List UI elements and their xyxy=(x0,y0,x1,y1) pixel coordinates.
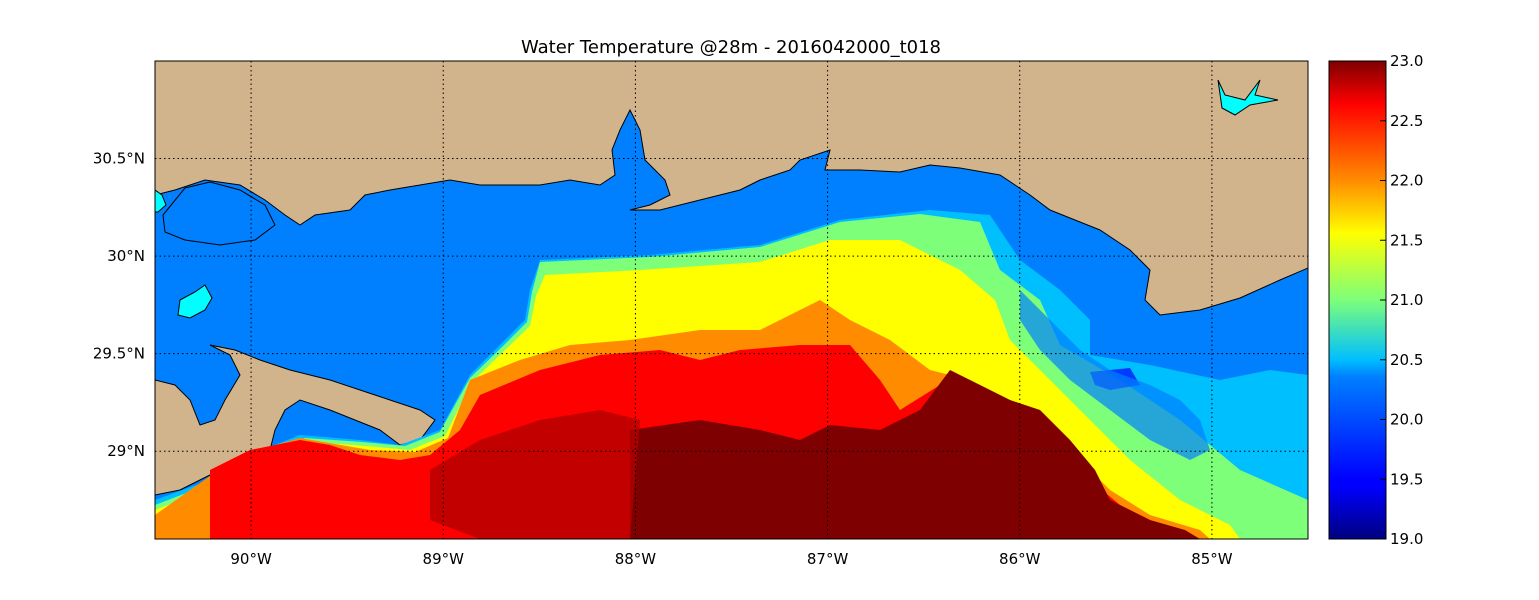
inland-lake xyxy=(155,189,167,213)
map-gridlines xyxy=(155,61,1308,539)
longitude-tick-label: 87°W xyxy=(807,550,849,568)
latitude-tick-label: 30.5°N xyxy=(93,150,145,168)
colorbar-gradient xyxy=(1328,60,1387,540)
colorbar-tick-label: 19.5 xyxy=(1390,470,1423,488)
colorbar-ticks: 19.0 19.5 20.0 20.5 21.0 21.5 22.0 22.5 23.0 xyxy=(1380,52,1423,548)
chart-title: Water Temperature @28m - 2016042000_t018 xyxy=(521,37,941,58)
longitude-tick-label: 85°W xyxy=(1191,550,1233,568)
colorbar-tick-label: 21.0 xyxy=(1390,291,1423,309)
colorbar: 19.0 19.5 20.0 20.5 21.0 21.5 22.0 22.5 23.0 xyxy=(1328,52,1423,548)
colorbar-tick-label: 20.0 xyxy=(1390,411,1423,429)
colorbar-tick-label: 23.0 xyxy=(1390,52,1423,70)
latitude-tick-label: 29°N xyxy=(107,442,145,460)
longitude-tick-label: 89°W xyxy=(423,550,465,568)
latitude-tick-label: 29.5°N xyxy=(93,345,145,363)
colorbar-tick-label: 21.5 xyxy=(1390,231,1423,249)
longitude-tick-label: 88°W xyxy=(615,550,657,568)
map-plot-area xyxy=(155,61,1308,539)
map-frame xyxy=(154,60,1309,540)
inland-lake xyxy=(1217,79,1279,116)
colorbar-tick-label: 22.5 xyxy=(1390,112,1423,130)
lake xyxy=(162,181,276,246)
longitude-axis: 90°W 89°W 88°W 87°W 86°W 85°W xyxy=(230,550,1232,568)
inland-lake xyxy=(177,284,213,319)
colorbar-tick-label: 22.0 xyxy=(1390,172,1423,190)
colorbar-tick-label: 20.5 xyxy=(1390,351,1423,369)
latitude-axis: 30.5°N 30°N 29.5°N 29°N xyxy=(93,150,145,461)
longitude-tick-label: 86°W xyxy=(999,550,1041,568)
longitude-tick-label: 90°W xyxy=(230,550,272,568)
colorbar-tick-label: 19.0 xyxy=(1390,530,1423,548)
latitude-tick-label: 30°N xyxy=(107,247,145,265)
